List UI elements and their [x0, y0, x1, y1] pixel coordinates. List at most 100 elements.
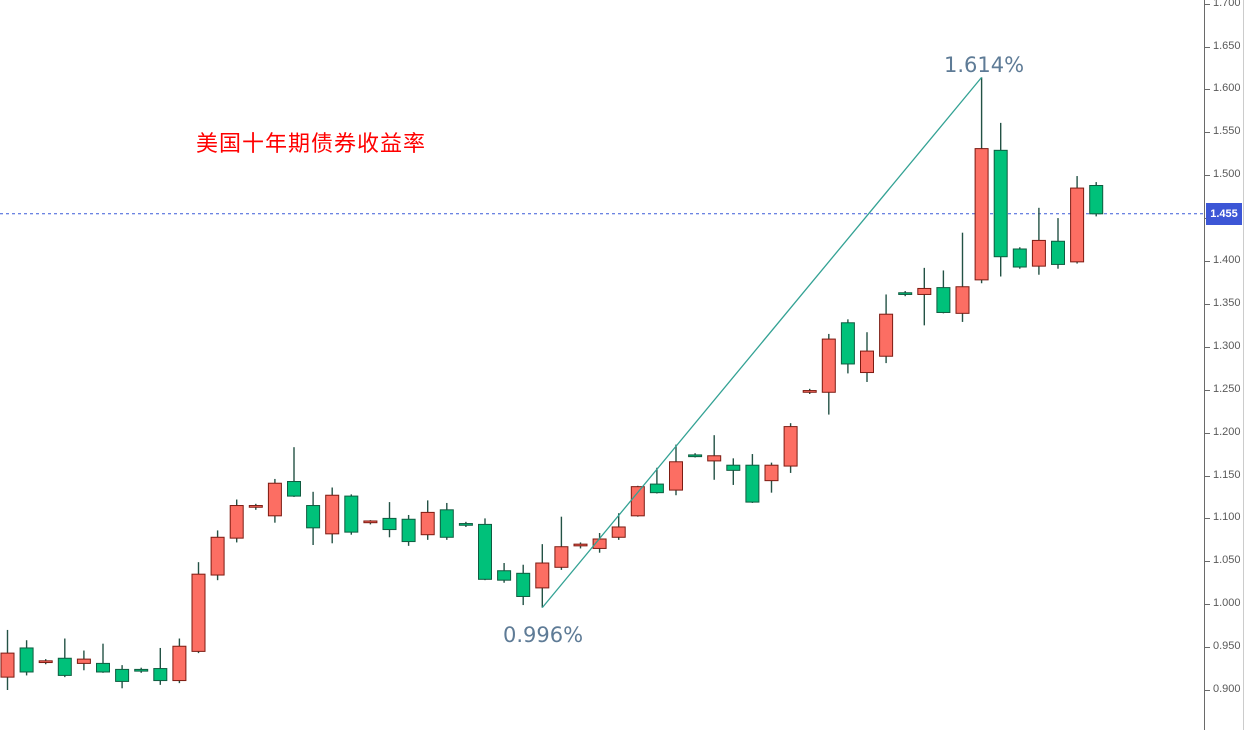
- candle: [172, 638, 187, 684]
- candle-body-down: [1089, 184, 1104, 215]
- candle: [630, 485, 645, 517]
- candle-body-up: [267, 482, 282, 517]
- candle: [726, 458, 741, 485]
- candle-body-up: [573, 543, 588, 547]
- candle: [649, 467, 664, 494]
- candle-body-down: [134, 668, 149, 672]
- candle: [382, 502, 397, 538]
- right-edge-line: [1243, 0, 1244, 730]
- candle-body-down: [993, 149, 1008, 258]
- candle: [344, 494, 359, 535]
- candle-body-down: [497, 570, 512, 581]
- candle: [745, 454, 760, 503]
- candle: [936, 270, 951, 314]
- price-axis-tick: 1.150: [1205, 469, 1241, 483]
- candle-body-up: [229, 505, 244, 539]
- candle: [1089, 182, 1104, 217]
- candle: [1051, 218, 1065, 269]
- candle: [191, 562, 206, 654]
- price-axis-tick: 1.300: [1205, 340, 1241, 354]
- candle: [1012, 247, 1027, 269]
- candle-body-down: [19, 647, 34, 673]
- candle: [688, 453, 703, 458]
- candle-body-down: [478, 523, 492, 580]
- candle-body-up: [821, 338, 836, 393]
- price-axis[interactable]: 1.455 1.7001.6501.6001.5501.5001.4501.40…: [1204, 0, 1247, 730]
- candle-body-up: [669, 461, 683, 491]
- candle: [401, 514, 416, 546]
- candle: [306, 491, 321, 545]
- candle-body-down: [344, 495, 359, 533]
- candle: [821, 333, 836, 415]
- candle-body-up: [611, 526, 626, 538]
- candle-body-down: [306, 505, 321, 529]
- candle: [325, 487, 340, 544]
- candle-body-down: [1051, 240, 1065, 265]
- candle-body-down: [382, 517, 397, 531]
- candle-body-down: [287, 481, 301, 497]
- candle-body-up: [1070, 187, 1085, 263]
- candle-body-down: [153, 668, 168, 682]
- candle: [0, 629, 15, 690]
- candle-body-down: [516, 572, 531, 597]
- candle: [76, 650, 91, 671]
- candle: [592, 532, 607, 553]
- price-axis-tick: 1.250: [1205, 383, 1241, 397]
- candle: [917, 267, 932, 326]
- candle: [458, 521, 473, 527]
- candle-body-up: [38, 660, 53, 664]
- candle-body-up: [917, 287, 932, 295]
- candle: [38, 659, 53, 665]
- candle-body-down: [401, 518, 416, 543]
- candle: [879, 294, 894, 364]
- candle-body-up: [363, 520, 378, 524]
- candle: [153, 647, 168, 685]
- trend-line[interactable]: [541, 76, 983, 609]
- candle-body-up: [248, 505, 263, 508]
- candle: [210, 530, 225, 581]
- candle-body-down: [115, 668, 130, 682]
- candle: [248, 503, 263, 510]
- trend-low-label: 0.996%: [503, 623, 584, 647]
- candle-body-down: [649, 483, 664, 494]
- candle: [420, 500, 435, 540]
- candle: [783, 423, 798, 473]
- candle-body-up: [535, 562, 550, 589]
- candle-body-up: [325, 494, 340, 535]
- candle-body-up: [1031, 239, 1046, 267]
- candle: [115, 665, 130, 689]
- price-axis-tick: 0.950: [1205, 640, 1241, 654]
- candle: [611, 513, 626, 540]
- candle: [57, 638, 72, 678]
- candle-body-up: [783, 426, 798, 467]
- candle-body-down: [439, 509, 454, 538]
- candle: [1070, 176, 1085, 264]
- candle: [860, 332, 874, 382]
- candle-body-down: [840, 322, 855, 365]
- candle: [516, 564, 531, 606]
- price-axis-tick: 1.000: [1205, 597, 1241, 611]
- price-axis-tick: 1.500: [1205, 168, 1241, 182]
- candle-body-up: [879, 313, 894, 357]
- candle-body-up: [191, 573, 206, 652]
- price-axis-tick: 1.550: [1205, 125, 1241, 139]
- candle: [96, 643, 110, 673]
- candle: [802, 388, 817, 394]
- candle-body-up: [802, 390, 817, 393]
- candle-body-down: [1012, 248, 1027, 268]
- candle: [497, 563, 512, 583]
- candle: [554, 516, 569, 570]
- candle: [707, 435, 722, 480]
- candle-body-down: [458, 523, 473, 526]
- candle: [363, 520, 378, 525]
- candle-body-up: [955, 286, 970, 314]
- candle: [287, 447, 301, 497]
- price-axis-tick: 1.200: [1205, 426, 1241, 440]
- candle: [1031, 207, 1046, 275]
- candle-body-down: [936, 287, 951, 313]
- price-axis-tick: 1.050: [1205, 554, 1241, 568]
- candle: [439, 502, 454, 540]
- price-axis-tick: 1.100: [1205, 511, 1241, 525]
